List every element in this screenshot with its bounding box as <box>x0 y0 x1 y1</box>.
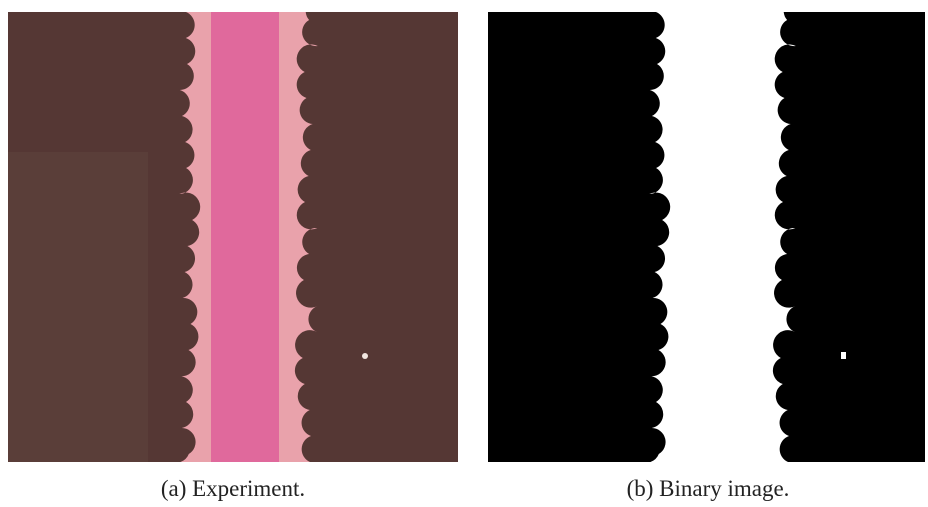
caption: (b) Binary image. <box>488 476 928 502</box>
white-band <box>649 12 796 462</box>
speck <box>362 353 368 359</box>
experiment-photo <box>8 12 458 462</box>
inner-stripe <box>211 12 279 462</box>
speck <box>841 352 846 359</box>
caption: (a) Experiment. <box>13 476 453 502</box>
reflection <box>8 152 148 462</box>
page: (a) Experiment. (b) Binary image. (() =>… <box>0 0 928 507</box>
binary-image <box>488 12 925 462</box>
